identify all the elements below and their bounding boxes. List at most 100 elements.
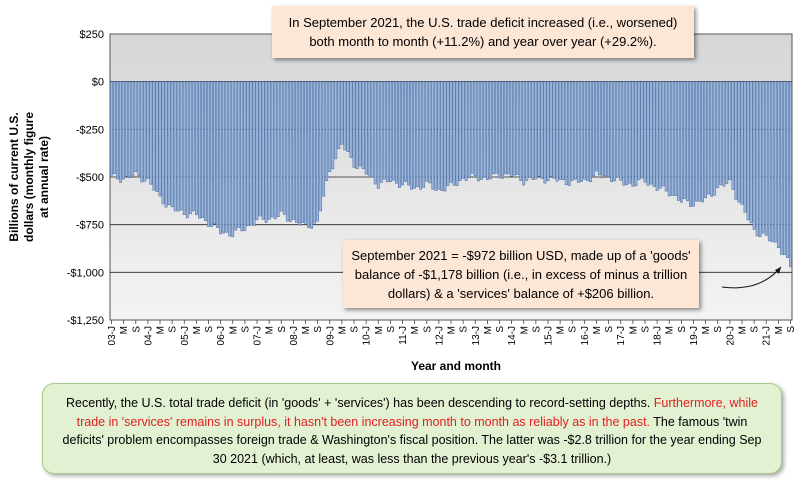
x-tick-label: M [519,326,530,334]
bar [722,81,726,187]
bar [125,81,129,177]
bar [398,81,401,188]
bar [649,81,653,185]
x-tick-label: 16-J [580,326,591,345]
annotation-top-line: In September 2021, the U.S. trade defici… [288,15,678,30]
x-tick-label: 09-J [325,326,336,345]
bar [270,81,274,218]
bar [628,81,632,184]
bar [352,81,356,168]
bar [776,81,780,248]
bar [576,81,580,183]
bar [416,81,420,188]
bar [728,81,732,181]
bar [573,81,577,180]
x-tick-label: M [556,326,567,334]
x-tick-label: S [640,326,651,333]
bar [458,81,462,181]
bar [764,81,768,236]
y-tick-label: -$1,250 [67,315,104,327]
x-tick-label: 04-J [143,326,154,345]
x-tick-label: M [301,326,312,334]
bar [282,81,286,215]
bar [667,81,671,197]
bar [767,81,771,242]
bar [616,81,620,178]
bar [261,81,265,220]
x-tick-label: S [750,326,761,333]
bar [492,81,495,175]
x-tick-label: M [374,326,385,334]
bar [231,81,235,238]
bar [646,81,650,186]
bar [586,81,589,181]
bar [652,81,656,187]
bar [307,81,310,228]
bar [546,81,550,181]
bar [188,81,192,215]
bar [495,81,498,174]
annotation-mid-line: September 2021 = -$972 billion USD, made… [351,247,691,263]
bar [313,81,316,224]
bar [737,81,741,203]
bar [634,81,638,187]
bar [513,81,517,176]
bar [564,81,568,186]
bar [331,81,335,170]
bar [489,81,492,180]
bar [167,81,171,206]
bar [482,81,486,178]
bar [519,81,523,181]
y-tick-label: -$250 [76,124,104,136]
bar [773,81,777,243]
bar [746,81,750,221]
bar [204,81,207,221]
bar [643,81,647,183]
annotation-top-line: both month to month (+11.2%) and year ov… [309,34,657,49]
x-tick-label: 13-J [471,326,482,345]
y-axis-title-line-3: at annual rate) [37,136,51,218]
bar [252,81,256,226]
bar [734,81,738,200]
callout-arrowhead [775,267,781,274]
bar [355,81,359,169]
bar [664,81,668,192]
x-tick-label: M [156,326,167,334]
bar [589,81,592,183]
note-text: The famous 'twin deficits' problem encom… [62,414,762,466]
bar [428,81,432,184]
bar [410,81,413,190]
x-tick-label: S [531,326,542,333]
bar [401,81,404,186]
bar [510,81,513,177]
bar [419,81,423,190]
bar [473,81,477,177]
x-tick-label: 05-J [180,326,191,345]
x-tick-label: 03-J [107,326,118,345]
bar [534,81,538,180]
bar [222,81,226,234]
bar [479,81,483,180]
y-axis-title-line-2: dollars (monthly figure [22,112,36,242]
bar [173,81,177,212]
bar [210,81,213,227]
bar [470,81,474,174]
x-tick-label: S [422,326,433,333]
bar [143,81,147,182]
bar [113,81,116,174]
bar [549,81,553,177]
bar [683,81,686,199]
bar [110,81,113,176]
x-tick-label: S [386,326,397,333]
y-axis-ticks: $250 $0 -$250 -$500 -$750 -$1,000 -$1,250 [67,29,104,327]
bar [704,81,707,199]
bar [128,81,132,179]
bar [437,81,441,190]
bar [786,81,789,258]
bar [225,81,229,233]
bar [382,81,386,180]
bar [625,81,629,185]
bar [601,81,604,179]
bar [119,81,122,183]
x-tick-label: S [713,326,724,333]
